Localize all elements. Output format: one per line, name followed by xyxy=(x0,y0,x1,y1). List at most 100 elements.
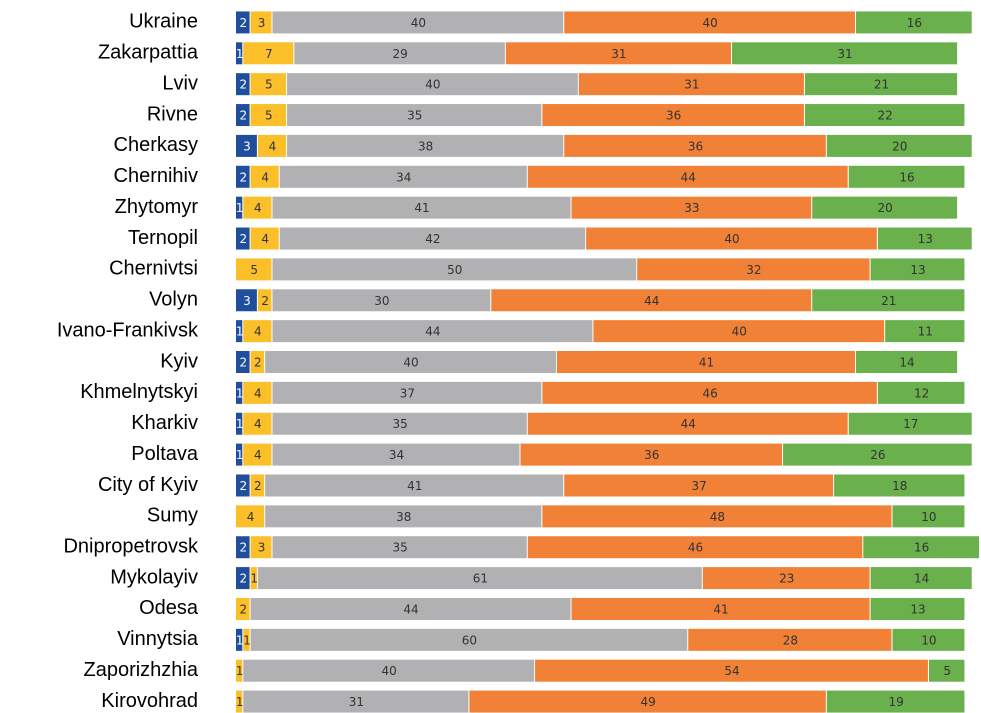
bar-segment xyxy=(564,11,855,34)
data-label: 36 xyxy=(688,139,703,153)
data-label: 30 xyxy=(374,294,389,308)
bar-segment xyxy=(571,597,870,620)
data-label: 31 xyxy=(349,695,364,709)
bar-segment xyxy=(688,628,892,651)
bar-segment xyxy=(527,412,848,435)
bar-segment xyxy=(856,11,972,34)
data-label: 23 xyxy=(779,572,794,586)
data-label: 21 xyxy=(874,78,889,92)
data-label: 4 xyxy=(254,448,262,462)
data-label: 20 xyxy=(892,139,907,153)
bar-segment xyxy=(265,474,564,497)
data-label: 44 xyxy=(681,417,696,431)
category-label: Kirovohrad xyxy=(101,690,198,712)
bar-segment xyxy=(272,196,571,219)
bar-segment xyxy=(272,320,593,343)
bar-segment xyxy=(294,42,505,65)
bar-segment xyxy=(236,443,243,466)
data-label: 14 xyxy=(899,356,914,370)
data-label: 3 xyxy=(243,294,251,308)
bar-segment xyxy=(870,597,965,620)
data-label: 2 xyxy=(239,541,247,555)
data-label: 14 xyxy=(914,572,929,586)
category-label: Zhytomyr xyxy=(115,196,199,218)
data-label: 3 xyxy=(258,541,266,555)
bar-segment xyxy=(520,443,783,466)
bar-segment xyxy=(236,597,250,620)
category-label: Poltava xyxy=(131,443,199,465)
category-label: Sumy xyxy=(147,505,198,527)
bar-segment xyxy=(243,659,535,682)
data-label: 4 xyxy=(254,417,262,431)
bar-segment xyxy=(892,628,965,651)
bar-segment xyxy=(826,134,972,157)
data-label: 2 xyxy=(239,232,247,246)
bar-segment xyxy=(586,227,877,250)
data-label: 37 xyxy=(400,386,415,400)
bar-segment xyxy=(243,196,272,219)
data-label: 44 xyxy=(403,602,418,616)
data-label: 42 xyxy=(425,232,440,246)
data-label: 1 xyxy=(236,417,244,431)
bar-segment xyxy=(236,320,243,343)
data-label: 32 xyxy=(746,263,761,277)
category-label: Ukraine xyxy=(129,11,198,33)
bar-segment xyxy=(236,381,243,404)
bar-segment xyxy=(804,104,965,127)
bar-segment xyxy=(834,474,965,497)
data-label: 44 xyxy=(681,170,696,184)
bar-segment xyxy=(287,73,578,96)
bar-segment xyxy=(564,134,826,157)
data-label: 4 xyxy=(269,139,277,153)
bar-segment xyxy=(236,165,250,188)
data-label: 3 xyxy=(243,139,251,153)
bar-segment xyxy=(243,443,272,466)
category-label: Khmelnytskyi xyxy=(80,381,198,403)
category-label: Lviv xyxy=(162,72,198,94)
data-label: 1 xyxy=(250,572,258,586)
data-label: 40 xyxy=(382,664,397,678)
data-label: 40 xyxy=(702,16,717,30)
data-label: 60 xyxy=(462,633,477,647)
bar-segment xyxy=(243,412,272,435)
bar-segment xyxy=(250,11,272,34)
data-label: 16 xyxy=(914,541,929,555)
bar-segment xyxy=(236,289,257,312)
data-label: 5 xyxy=(943,664,951,678)
category-label: Zakarpattia xyxy=(98,42,199,64)
data-label: 26 xyxy=(870,448,885,462)
data-label: 31 xyxy=(837,47,852,61)
data-label: 61 xyxy=(473,572,488,586)
data-label: 40 xyxy=(403,356,418,370)
bar-segment xyxy=(702,567,870,590)
bar-segment xyxy=(236,11,250,34)
data-label: 20 xyxy=(878,201,893,215)
data-label: 3 xyxy=(258,16,266,30)
bar-segment xyxy=(250,227,279,250)
data-label: 5 xyxy=(265,109,273,123)
data-label: 13 xyxy=(910,602,925,616)
bar-segment xyxy=(885,320,965,343)
bar-segment xyxy=(856,351,958,374)
data-label: 1 xyxy=(236,201,244,215)
bar-segment xyxy=(542,381,877,404)
bar-segment xyxy=(732,42,958,65)
data-label: 40 xyxy=(425,78,440,92)
data-label: 2 xyxy=(254,356,262,370)
bar-segment xyxy=(243,628,250,651)
data-label: 4 xyxy=(254,201,262,215)
data-label: 2 xyxy=(239,78,247,92)
category-label: Cherkasy xyxy=(114,134,198,156)
bar-segment xyxy=(250,165,279,188)
bar-segment xyxy=(272,536,527,559)
data-label: 46 xyxy=(688,541,703,555)
data-label: 16 xyxy=(899,170,914,184)
data-label: 33 xyxy=(684,201,699,215)
bar-segment xyxy=(236,351,250,374)
data-label: 54 xyxy=(724,664,739,678)
bar-segment xyxy=(250,351,265,374)
category-label: Odesa xyxy=(139,597,199,619)
category-label: Chernivtsi xyxy=(109,258,198,280)
data-label: 41 xyxy=(713,602,728,616)
category-label: Volyn xyxy=(149,289,198,311)
